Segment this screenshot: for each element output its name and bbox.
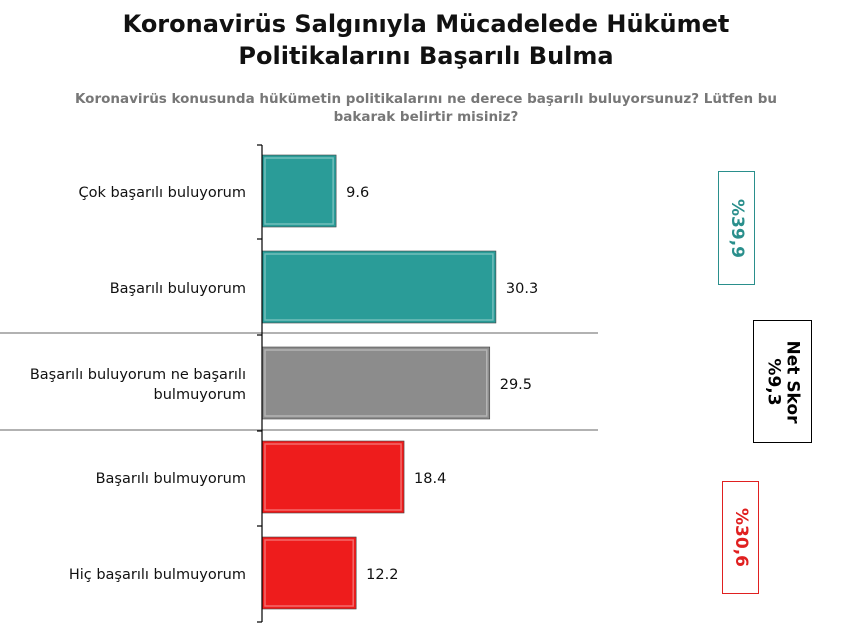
positive-total-box: %39,9 <box>718 171 755 285</box>
net-score-box: Net Skor %9,3 <box>753 320 812 443</box>
bar-shading <box>261 440 405 514</box>
bar-bevel <box>264 539 354 607</box>
chart-title: Koronavirüs Salgınıyla Mücadelede Hüküme… <box>0 8 852 72</box>
positive-total-text: %39,9 <box>727 198 748 258</box>
data-label: 29.5 <box>500 377 532 393</box>
net-score-text: Net Skor %9,3 <box>763 340 803 423</box>
category-label: Başarılı buluyorum <box>110 281 246 297</box>
data-label: 12.2 <box>366 567 398 583</box>
data-label: 30.3 <box>506 281 538 297</box>
chart-subtitle: Koronavirüs konusunda hükümetin politika… <box>0 90 852 126</box>
net-score-value: %9,3 <box>763 357 784 406</box>
category-label: Başarılı buluyorum ne başarılı <box>30 367 246 383</box>
bar-shading <box>261 250 497 324</box>
category-label: Hiç başarılı bulmuyorum <box>69 567 246 583</box>
bar-shading <box>261 154 337 228</box>
bar-bevel <box>264 253 494 321</box>
data-label: 9.6 <box>346 185 369 201</box>
bar-bevel <box>264 157 334 225</box>
chart-title-line-2: Politikalarını Başarılı Bulma <box>238 42 614 70</box>
category-label: Başarılı bulmuyorum <box>96 471 246 487</box>
net-score-label: Net Skor <box>782 340 803 423</box>
bar-shading <box>261 346 491 420</box>
chart-subtitle-line-1: Koronavirüs konusunda hükümetin politika… <box>74 91 778 107</box>
bar-bevel <box>264 443 402 511</box>
data-label: 18.4 <box>414 471 446 487</box>
category-label: Çok başarılı buluyorum <box>78 185 246 201</box>
negative-total-box: %30,6 <box>722 481 759 594</box>
category-label: bulmuyorum <box>154 387 246 403</box>
chart-title-line-1: Koronavirüs Salgınıyla Mücadelede Hüküme… <box>122 10 730 38</box>
bar-shading <box>261 536 357 610</box>
chart-subtitle-line-2: bakarak belirtir misiniz? <box>333 109 519 125</box>
negative-total-text: %30,6 <box>731 508 752 567</box>
bar-bevel <box>264 349 488 417</box>
